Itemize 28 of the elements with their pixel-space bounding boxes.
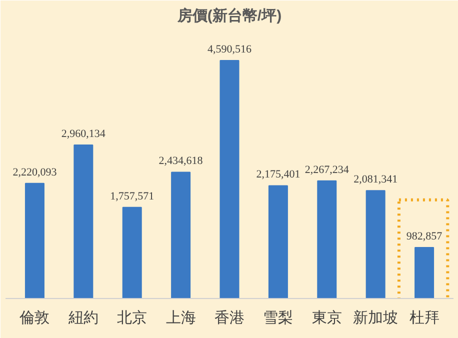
bar (220, 60, 240, 298)
data-label: 2,175,401 (256, 168, 300, 181)
data-label: 2,434,618 (158, 155, 204, 168)
x-tick-label: 香港 (214, 310, 244, 326)
bar (366, 190, 386, 298)
data-label: 982,857 (406, 230, 443, 243)
bar (24, 182, 44, 298)
x-tick-label: 倫敦 (18, 310, 50, 326)
x-tick-label: 上海 (166, 310, 196, 326)
bar (414, 247, 434, 298)
x-tick-label: 雪梨 (263, 310, 294, 326)
x-tick-label: 北京 (117, 310, 148, 326)
chart-title: 房價(新台幣/坪) (176, 6, 282, 24)
data-label: 2,081,341 (354, 174, 398, 186)
x-tick-label: 杜拜 (409, 310, 440, 326)
bar (171, 172, 191, 298)
data-label: 4,590,516 (208, 43, 252, 56)
x-tick-label: 紐約 (67, 310, 98, 326)
bar (122, 206, 142, 298)
data-label: 2,220,093 (12, 166, 58, 178)
x-tick-label: 東京 (312, 310, 342, 326)
data-label: 1,757,571 (110, 190, 154, 202)
bar (74, 144, 94, 298)
data-label: 2,960,134 (61, 128, 106, 140)
x-tick-label: 新加坡 (353, 310, 398, 326)
bar (317, 180, 337, 298)
data-label: 2,267,234 (304, 164, 350, 176)
bar (268, 185, 288, 298)
